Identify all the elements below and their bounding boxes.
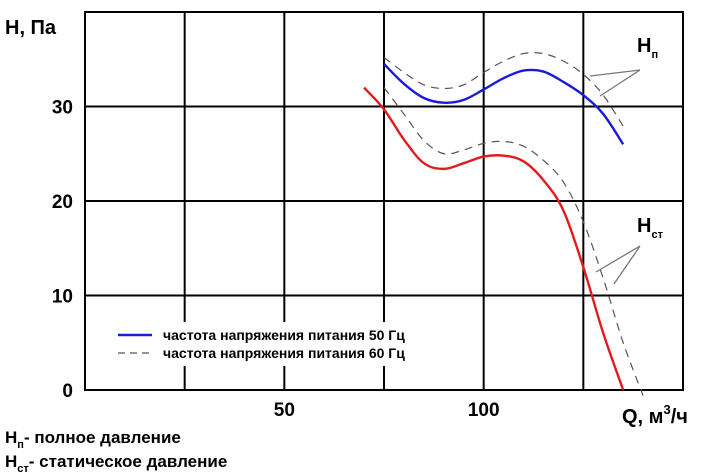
legend-box: [104, 322, 474, 366]
note-hp: Hп- полное давление: [5, 428, 181, 451]
series-line-50hz: [383, 63, 625, 145]
series-line-60hz: [383, 52, 624, 127]
x-tick-label: 50: [274, 400, 295, 421]
y-tick-label: 30: [52, 98, 73, 119]
y-tick-label: 20: [52, 192, 73, 213]
legend-label-50hz: частота напряжения питания 50 Гц: [163, 327, 405, 343]
curve-label-hp: Hп: [637, 35, 658, 61]
x-axis-title: Q, м3/ч: [622, 402, 688, 428]
legend: частота напряжения питания 50 Гц частота…: [104, 322, 474, 366]
callout-pointers: [589, 69, 641, 285]
pointer-hst-solid: [595, 245, 641, 273]
y-tick-label: 10: [52, 287, 73, 308]
pointer-hp-solid: [599, 69, 641, 97]
series-line-50hz: [363, 86, 625, 391]
ticks-layer: 0 10 20 30 50 100: [52, 98, 500, 422]
x-tick-label: 100: [468, 400, 500, 421]
pointer-hst-dashed: [613, 245, 641, 285]
curve-label-hst: Hст: [637, 215, 664, 241]
note-hst: Hст- статическое давление: [5, 452, 227, 475]
pointer-hp-dashed: [589, 69, 641, 77]
y-tick-label: 0: [62, 381, 73, 402]
y-axis-title: H, Па: [5, 17, 57, 39]
series-layer: [363, 52, 644, 396]
legend-label-60hz: частота напряжения питания 60 Гц: [163, 345, 405, 361]
